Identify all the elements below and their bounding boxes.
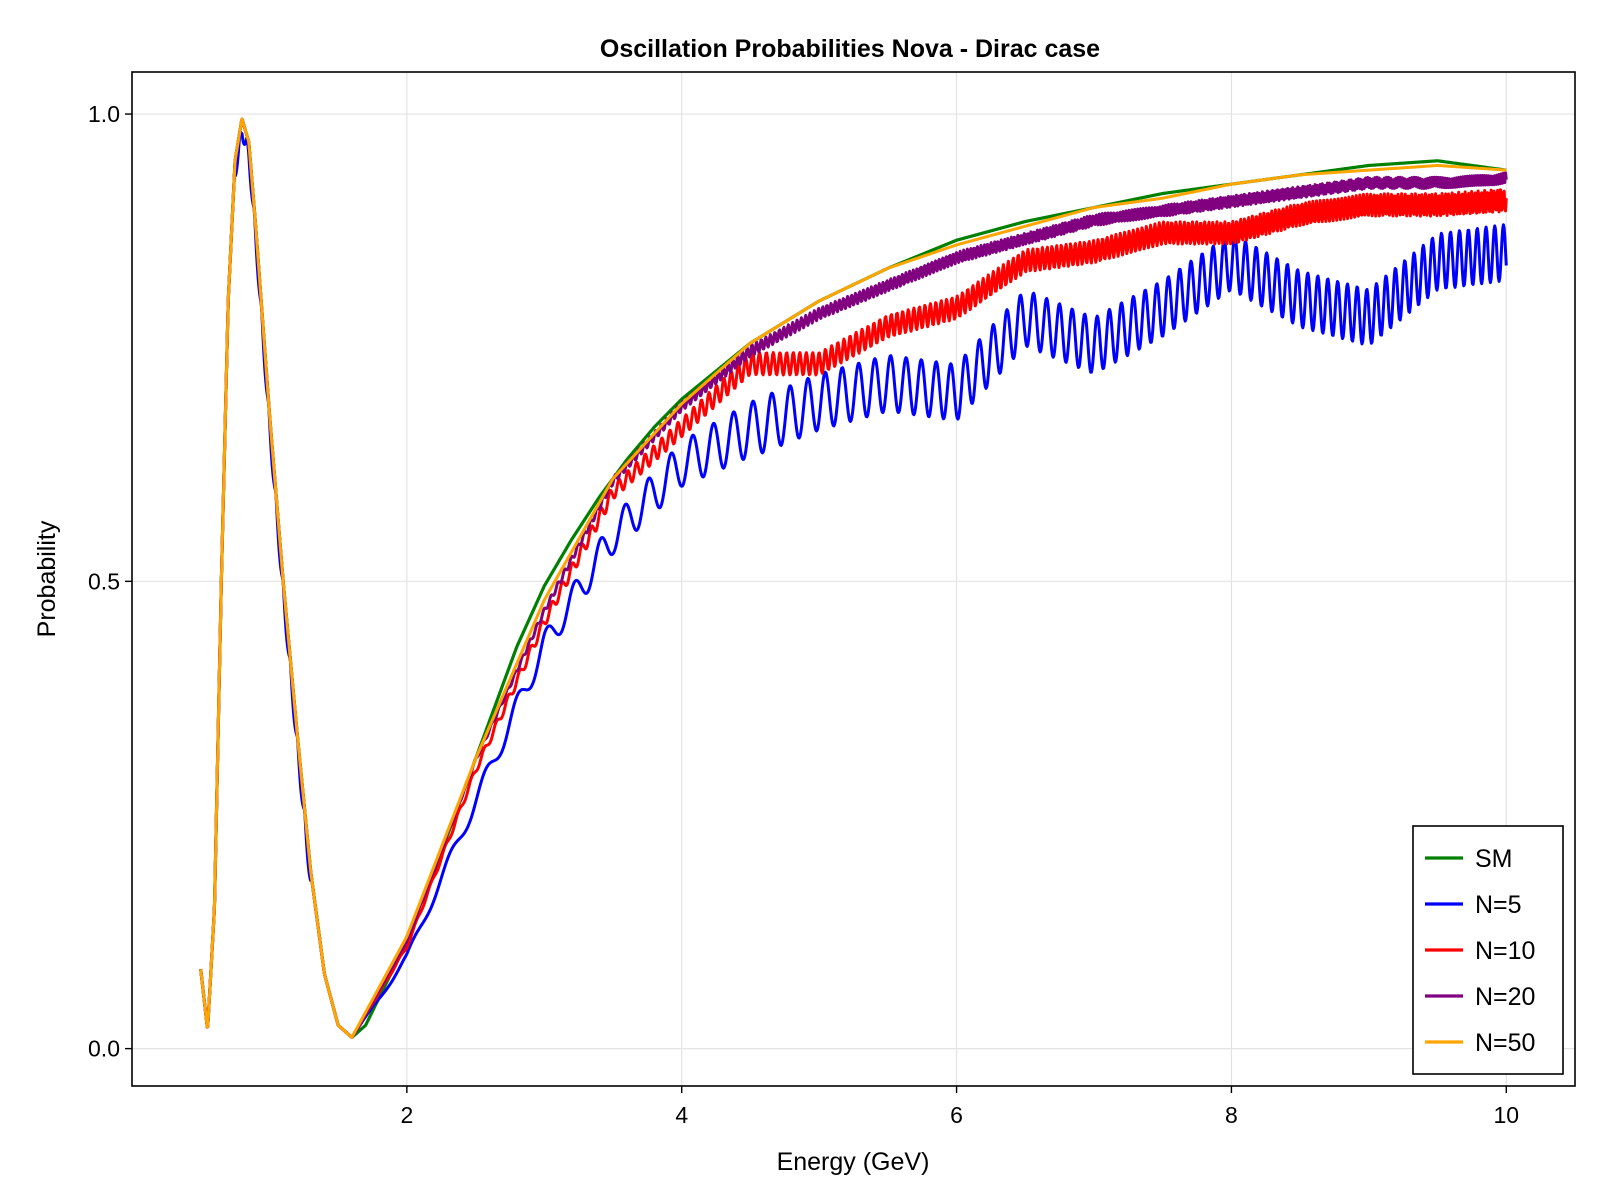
legend: SM N=5 N=10 N=20 N=50 [1412,825,1564,1075]
plot-frame [131,71,1576,1087]
legend-label: N=50 [1475,1029,1535,1057]
y-tick-label: 0.5 [88,568,120,594]
y-axis-label: Probability [33,520,61,637]
series-line-n-50 [199,117,1508,1039]
x-tick-label: 8 [1225,1102,1238,1128]
y-tick-label: 1.0 [88,101,120,127]
y-tick-label: 0.0 [88,1036,120,1062]
x-tick-label: 6 [950,1102,963,1128]
x-tick-label: 10 [1493,1102,1519,1128]
x-tick-label: 4 [675,1102,688,1128]
legend-label: N=5 [1475,891,1522,919]
x-tick-label: 2 [400,1102,413,1128]
legend-label: SM [1475,845,1513,873]
chart-title: Oscillation Probabilities Nova - Dirac c… [600,35,1100,63]
series-lines [199,117,1508,1039]
ticks: 2 4 6 8 10 0.0 0.5 1.0 [88,101,1519,1128]
legend-label: N=20 [1475,983,1535,1011]
x-axis-label: Energy (GeV) [777,1148,930,1176]
legend-label: N=10 [1475,937,1535,965]
